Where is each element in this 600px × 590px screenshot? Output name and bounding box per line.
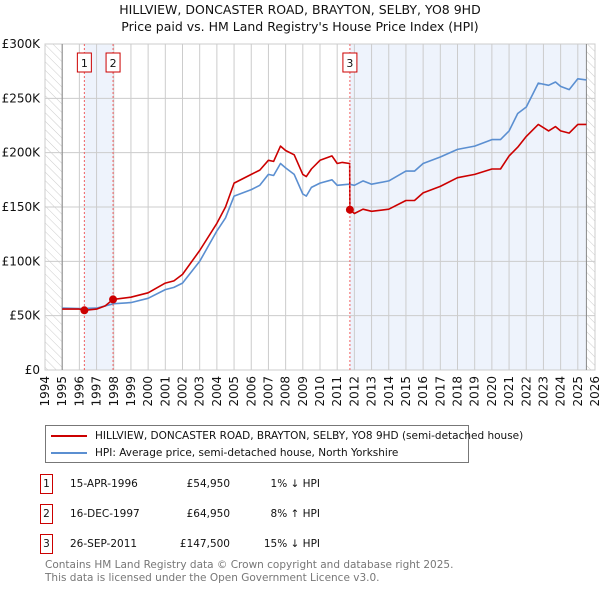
sale-label-box: [342, 52, 358, 73]
transaction-row: 2 16-DEC-1997 £64,950 8% ↑ HPI: [0, 504, 600, 524]
transaction-row: 1 15-APR-1996 £54,950 1% ↓ HPI: [0, 474, 600, 494]
x-tick-label: 2026: [588, 376, 600, 407]
transaction-date: 26-SEP-2011: [70, 538, 138, 550]
sale-point: [80, 306, 89, 315]
sale-label-box: [105, 52, 121, 73]
legend-swatch-red: [51, 435, 87, 437]
x-tick-label: 2007: [261, 376, 275, 407]
chart-title-line1: HILLVIEW, DONCASTER ROAD, BRAYTON, SELBY…: [119, 2, 481, 17]
transaction-price: £64,950: [186, 508, 230, 520]
transaction-date: 16-DEC-1997: [70, 508, 140, 520]
x-tick-label: 1996: [72, 376, 86, 407]
legend-label: HPI: Average price, semi-detached house,…: [95, 447, 399, 459]
x-tick-label: 2002: [176, 376, 190, 407]
x-tick-label: 2022: [519, 376, 533, 407]
sale-point: [345, 205, 354, 214]
x-tick-label: 1994: [38, 376, 52, 407]
x-tick-label: 2013: [365, 376, 379, 407]
x-tick-label: 2011: [330, 376, 344, 407]
x-tick-label: 1999: [124, 376, 138, 407]
sale-point: [109, 295, 118, 304]
sale-label-box: [76, 52, 92, 73]
x-tick-label: 2010: [313, 376, 327, 407]
legend-item-property: HILLVIEW, DONCASTER ROAD, BRAYTON, SELBY…: [46, 428, 523, 444]
x-tick-label: 2015: [399, 376, 413, 407]
sale-label: 1: [81, 57, 88, 70]
transaction-hpi: 8% ↑ HPI: [270, 508, 320, 520]
property-series-line: [62, 123, 587, 312]
legend-swatch-blue: [51, 452, 87, 454]
sale-label: 2: [110, 57, 117, 70]
transaction-date: 15-APR-1996: [70, 478, 138, 490]
transaction-price: £54,950: [186, 478, 230, 490]
x-tick-label: 2019: [468, 376, 482, 407]
x-tick-label: 2020: [485, 376, 499, 407]
y-tick-label: £250K: [2, 91, 42, 105]
y-tick-label: £300K: [2, 37, 42, 51]
footer-licence: This data is licensed under the Open Gov…: [45, 572, 380, 584]
transaction-price: £147,500: [179, 538, 230, 550]
footer-copyright: Contains HM Land Registry data © Crown c…: [45, 559, 454, 571]
y-tick-label: £150K: [2, 200, 42, 214]
y-tick-label: £200K: [2, 146, 42, 160]
transaction-hpi: 1% ↓ HPI: [270, 478, 320, 490]
hpi-series-line: [62, 78, 587, 310]
x-tick-label: 2014: [382, 376, 396, 407]
x-tick-label: 2001: [158, 376, 172, 407]
x-tick-label: 2025: [571, 376, 585, 407]
transaction-marker: 1: [40, 474, 53, 494]
x-tick-label: 1998: [107, 376, 121, 407]
transaction-row: 3 26-SEP-2011 £147,500 15% ↓ HPI: [0, 534, 600, 554]
x-tick-label: 2024: [554, 376, 568, 407]
y-tick-label: £50K: [9, 309, 41, 323]
legend-label: HILLVIEW, DONCASTER ROAD, BRAYTON, SELBY…: [95, 430, 524, 442]
x-tick-label: 2000: [141, 376, 155, 407]
transaction-marker: 2: [40, 504, 53, 524]
x-tick-label: 2006: [244, 376, 258, 407]
x-tick-label: 2004: [210, 376, 224, 407]
sale-label: 3: [346, 57, 353, 70]
x-tick-label: 2009: [296, 376, 310, 407]
x-tick-label: 2005: [227, 376, 241, 407]
x-tick-label: 2023: [536, 376, 550, 407]
plot-border: [44, 43, 596, 371]
x-tick-label: 2003: [193, 376, 207, 407]
chart-title-line2: Price paid vs. HM Land Registry's House …: [121, 19, 479, 34]
y-tick-label: £0: [25, 363, 40, 377]
legend-item-hpi: HPI: Average price, semi-detached house,…: [46, 445, 398, 461]
x-tick-label: 2016: [416, 376, 430, 407]
transaction-marker: 3: [40, 534, 53, 554]
x-tick-label: 1997: [90, 376, 104, 407]
x-tick-label: 2012: [347, 376, 361, 407]
transaction-hpi: 15% ↓ HPI: [263, 538, 320, 550]
x-tick-label: 2008: [279, 376, 293, 407]
x-tick-label: 2021: [502, 376, 516, 407]
x-tick-label: 1995: [55, 376, 69, 407]
x-tick-label: 2018: [451, 376, 465, 407]
chart-legend: HILLVIEW, DONCASTER ROAD, BRAYTON, SELBY…: [45, 425, 523, 463]
y-tick-label: £100K: [2, 254, 42, 268]
x-tick-label: 2017: [433, 376, 447, 407]
